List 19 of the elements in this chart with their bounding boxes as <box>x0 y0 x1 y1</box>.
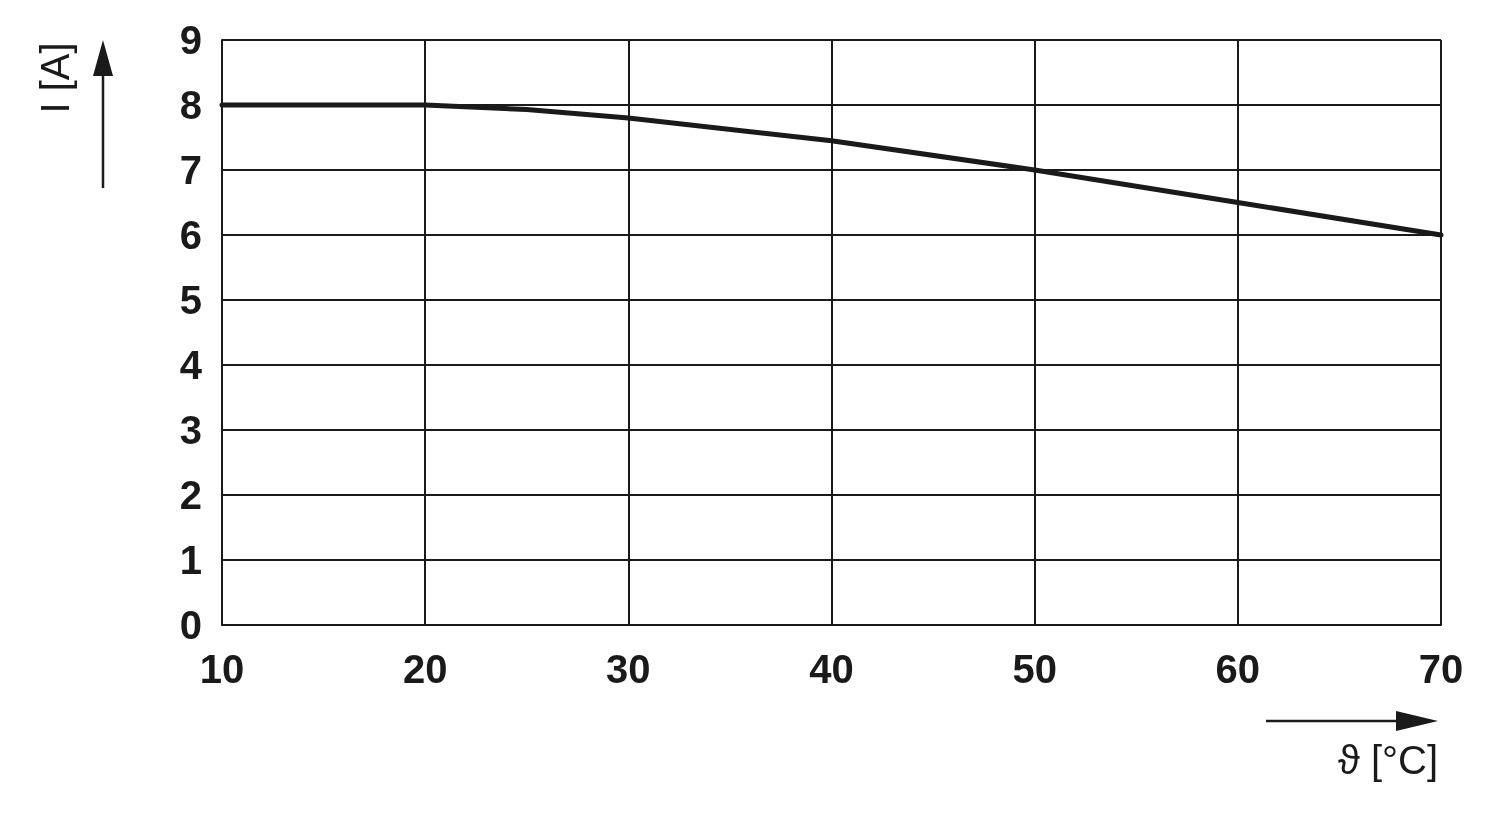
y-tick-label: 9 <box>179 18 202 62</box>
x-tick-label: 40 <box>809 647 854 691</box>
y-tick-label: 6 <box>179 213 202 257</box>
x-tick-label: 70 <box>1418 647 1464 691</box>
y-axis-title: I [A] <box>32 42 78 114</box>
y-tick-label: 4 <box>179 343 203 387</box>
x-tick-label: 30 <box>606 647 651 691</box>
y-tick-label: 8 <box>179 83 202 127</box>
y-tick-label: 1 <box>179 538 202 582</box>
y-tick-label: 0 <box>179 603 202 647</box>
x-tick-label: 10 <box>199 647 245 691</box>
y-tick-label: 2 <box>179 473 202 517</box>
x-axis-title: ϑ [°C] <box>1337 738 1438 783</box>
x-tick-label: 60 <box>1215 647 1261 691</box>
y-tick-label: 5 <box>179 278 202 322</box>
x-tick-label: 20 <box>402 647 448 691</box>
x-tick-label: 50 <box>1012 647 1057 691</box>
y-tick-label: 3 <box>179 408 202 452</box>
y-tick-label: 7 <box>179 148 202 192</box>
